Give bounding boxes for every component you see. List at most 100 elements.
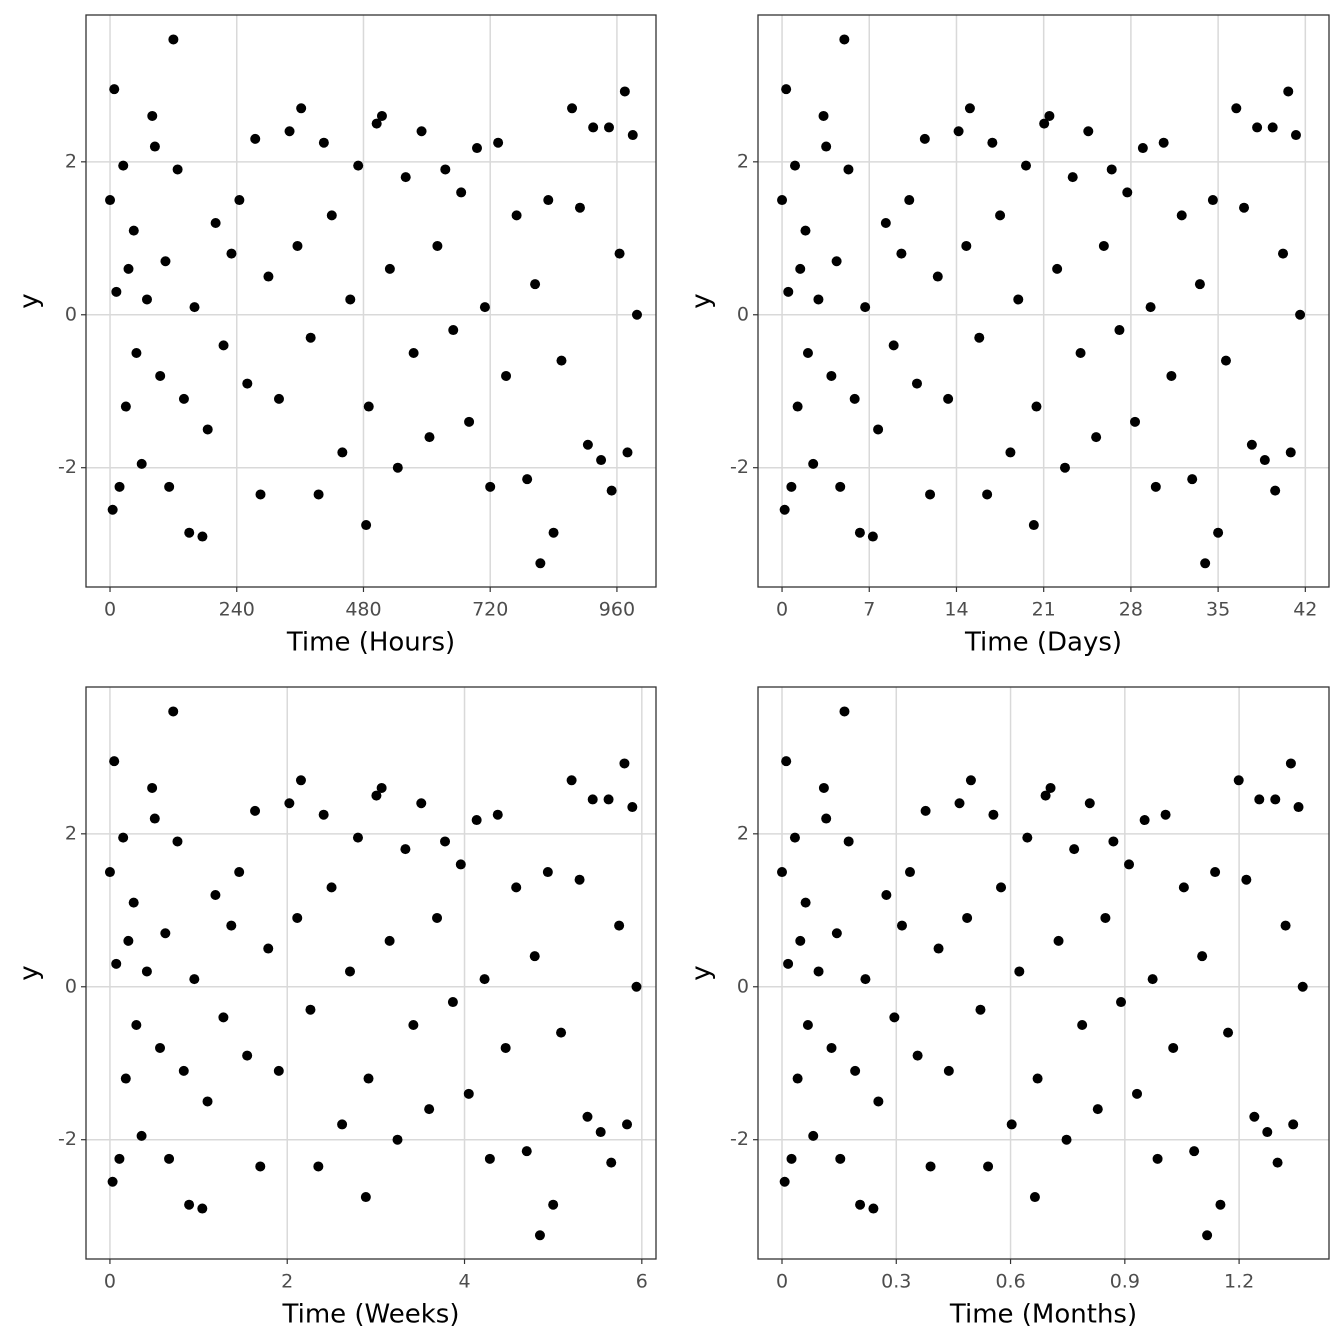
point [556,355,567,366]
point [284,798,295,809]
point [567,103,578,114]
point [1013,294,1024,305]
point [786,481,797,492]
point [627,802,638,813]
point [1083,126,1094,137]
panel: -2 0 2 0 7 14 21 28 35 42 Time (Days) y [687,14,1330,658]
point [795,263,806,274]
point [1252,122,1263,133]
x-tick-label: 0 [776,599,788,621]
point [1137,143,1148,154]
point [155,370,166,381]
plot-border [85,686,657,1260]
point [511,210,522,221]
point [1147,974,1158,985]
x-tick-label: 42 [1293,599,1317,621]
point [1152,1153,1163,1164]
point [792,1073,803,1084]
point [1067,172,1078,183]
point [933,943,944,954]
point [479,302,490,313]
x-tick-label: 35 [1206,599,1230,621]
point [1270,794,1281,805]
point [964,103,975,114]
point [1029,1192,1040,1203]
x-axis-title: Time (Weeks) [282,1300,460,1330]
y-axis-title: y [15,965,45,980]
point [296,103,307,114]
point [622,1119,633,1130]
point [932,271,943,282]
point [781,756,792,767]
point [1290,130,1301,141]
point [313,1161,324,1172]
point [1254,794,1265,805]
point [530,279,541,290]
point [619,758,630,769]
point [1122,187,1133,198]
point [1220,355,1231,366]
point [318,137,329,148]
point [218,340,229,351]
point [344,966,355,977]
point [619,86,630,97]
x-tick-label: 720 [472,599,508,621]
point [818,782,829,793]
point [1150,481,1161,492]
y-axis-title: y [15,293,45,308]
point [107,504,118,515]
point [292,240,303,251]
point [392,462,403,473]
point [548,1199,559,1210]
point [448,325,459,336]
point [826,370,837,381]
point [1045,782,1056,793]
x-tick-label: 1.2 [1224,1271,1254,1293]
point [363,1073,374,1084]
point [1100,912,1111,923]
x-tick-label: 0 [776,1271,788,1293]
y-axis-title: y [687,965,717,980]
point [234,867,245,878]
point [1132,1088,1143,1099]
point [178,393,189,404]
point [1158,137,1169,148]
point [160,928,171,939]
point [800,225,811,236]
x-tick-label: 4 [458,1271,470,1293]
point [800,897,811,908]
point [808,1130,819,1141]
point [384,935,395,946]
y-tick-label: -2 [58,1128,77,1150]
point [400,844,411,855]
point [109,756,120,767]
point [114,481,125,492]
point [360,1192,371,1203]
point [919,133,930,144]
panel: -2 0 2 0 0.3 0.6 0.9 1.2 Time (Months) y [687,686,1330,1330]
point [432,240,443,251]
point [472,143,483,154]
point [464,416,475,427]
point [1168,1042,1179,1053]
point [839,34,850,45]
point [184,1199,195,1210]
point [1297,981,1308,992]
x-tick-label: 2 [281,1271,293,1293]
x-tick-label: 6 [636,1271,648,1293]
point [440,836,451,847]
y-tick-label: -2 [730,456,749,478]
point [831,928,842,939]
point [954,798,965,809]
plot-background [758,687,1329,1259]
point [120,401,131,412]
point [352,832,363,843]
point [582,439,593,450]
panel: -2 0 2 0 240 480 720 960 Time (Hours) y [15,14,657,658]
point [172,836,183,847]
point [854,527,865,538]
point [1124,859,1135,870]
point [974,332,985,343]
point [1187,474,1198,485]
point [1223,1027,1234,1038]
